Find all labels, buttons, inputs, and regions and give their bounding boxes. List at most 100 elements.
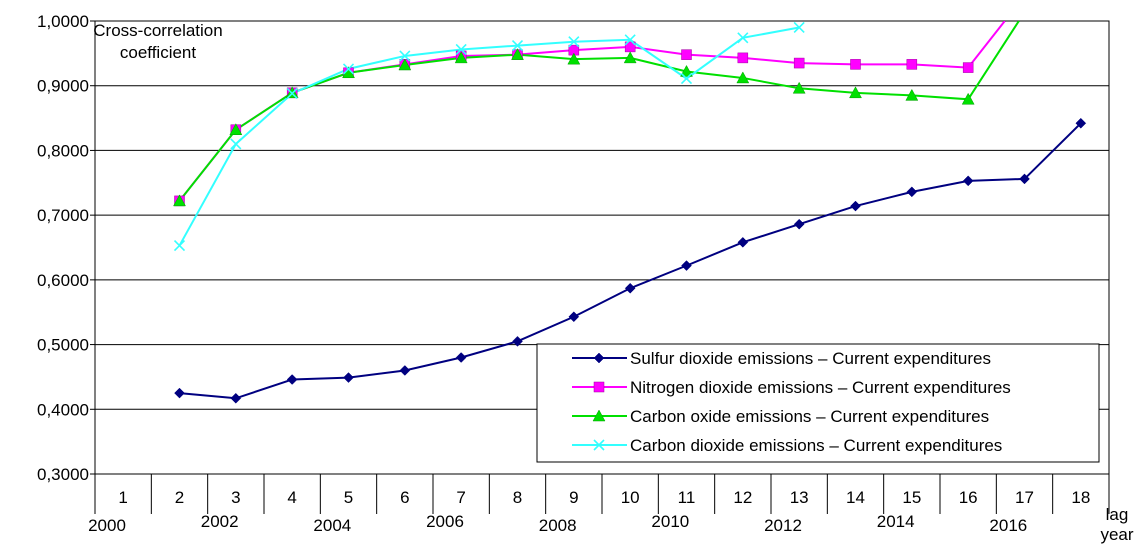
legend-swatch-marker [592, 409, 606, 422]
data-point [680, 64, 693, 77]
y-tick-label: 0,3000 [37, 465, 89, 484]
x-year-label: 2016 [989, 516, 1027, 535]
legend-swatch-marker [593, 439, 605, 451]
y-axis: 0,3000 0,4000 0,5000 0,6000 0,7000 0,8000 0,90… [37, 12, 95, 484]
x-tick-label: 10 [621, 488, 640, 507]
data-point [792, 81, 806, 94]
data-point [906, 59, 918, 70]
x-tick-label: 16 [959, 488, 978, 507]
data-point [849, 86, 862, 99]
data-point [567, 52, 581, 65]
x-tick-label: 6 [400, 488, 409, 507]
data-point [568, 36, 580, 48]
data-point [399, 50, 411, 62]
x-year-label: 2008 [539, 516, 577, 535]
legend-label: Sulfur dioxide emissions – Current expen… [630, 349, 991, 368]
x-tick-label: 11 [678, 488, 696, 507]
legend: Sulfur dioxide emissions – Current expen… [536, 343, 1100, 463]
y-tick-label: 0,9000 [37, 77, 89, 96]
data-point [681, 260, 692, 271]
legend-label: Carbon dioxide emissions – Current expen… [630, 436, 1002, 455]
x-tick-label: 3 [231, 488, 240, 507]
x-unit-label: lag [1106, 505, 1129, 524]
x-tick-label: 15 [902, 488, 921, 507]
data-point [174, 387, 185, 399]
data-point [512, 335, 523, 347]
y-tick-label: 0,7000 [37, 206, 89, 225]
data-point [285, 86, 299, 99]
data-point [398, 58, 412, 71]
x-tick-label: 18 [1071, 488, 1090, 507]
data-point [962, 62, 974, 73]
x-tick-label: 4 [287, 488, 296, 507]
data-point [173, 239, 186, 252]
x-tick-label: 17 [1015, 488, 1034, 507]
y-axis-label: Cross-correlation coefficient [93, 21, 222, 62]
data-point [454, 51, 468, 64]
data-point [455, 352, 467, 363]
data-point [399, 365, 411, 376]
data-point [681, 49, 692, 60]
data-point [680, 73, 693, 85]
x-tick-label: 12 [733, 488, 752, 507]
data-point [793, 21, 805, 34]
x-tick-label: 13 [790, 488, 809, 507]
x-year-label: 2012 [764, 516, 802, 535]
legend-swatch-marker [593, 381, 605, 393]
x-year-label: year [1100, 525, 1133, 544]
data-point [850, 200, 861, 212]
data-point [229, 123, 243, 135]
x-year-label: 2004 [313, 516, 351, 535]
series-line-4 [178, 26, 800, 247]
data-point [1019, 173, 1030, 185]
x-tick-label: 8 [513, 488, 522, 507]
x-tick-label: 14 [846, 488, 865, 507]
y-tick-label: 0,4000 [37, 400, 89, 419]
data-point [455, 43, 467, 56]
data-point [737, 52, 749, 64]
data-point [286, 374, 298, 385]
y-tick-label: 0,6000 [37, 271, 89, 290]
x-tick-label: 1 [118, 488, 127, 507]
data-point [793, 218, 805, 230]
x-tick-label: 9 [569, 488, 578, 507]
data-point [624, 282, 636, 294]
data-point [342, 63, 355, 75]
y-tick-label: 0,8000 [37, 141, 89, 160]
data-point [793, 57, 805, 69]
data-point [343, 372, 354, 383]
data-point [230, 138, 242, 150]
data-point [737, 32, 749, 44]
data-point [1075, 117, 1087, 129]
data-point [568, 311, 580, 323]
markers-group [173, 21, 1087, 404]
y-tick-label: 0,5000 [37, 336, 89, 355]
x-tick-label: 7 [456, 488, 465, 507]
data-point [905, 88, 919, 101]
data-point [623, 51, 637, 64]
x-tick-label: 2 [175, 488, 184, 507]
data-point [961, 92, 975, 105]
legend-label: Nitrogen dioxide emissions – Current exp… [630, 378, 1011, 397]
legend-box [536, 343, 1100, 463]
x-year-label: 2014 [877, 512, 915, 531]
x-year-label: 2002 [201, 512, 239, 531]
y-tick-label: 1,0000 [37, 12, 89, 31]
x-year-label: 2000 [88, 516, 126, 535]
data-point [906, 186, 918, 198]
data-point [511, 40, 524, 52]
data-point [173, 194, 186, 207]
data-point [511, 48, 524, 60]
series-line-3 [178, 21, 1020, 202]
legend-swatch-marker [593, 352, 605, 364]
data-point [850, 59, 861, 70]
data-point [736, 71, 750, 84]
data-point [737, 236, 749, 248]
data-point [962, 175, 974, 187]
x-year-label: 2006 [426, 512, 464, 531]
data-point [286, 87, 298, 100]
legend-label: Carbon oxide emissions – Current expendi… [630, 407, 989, 426]
data-point [624, 34, 636, 46]
